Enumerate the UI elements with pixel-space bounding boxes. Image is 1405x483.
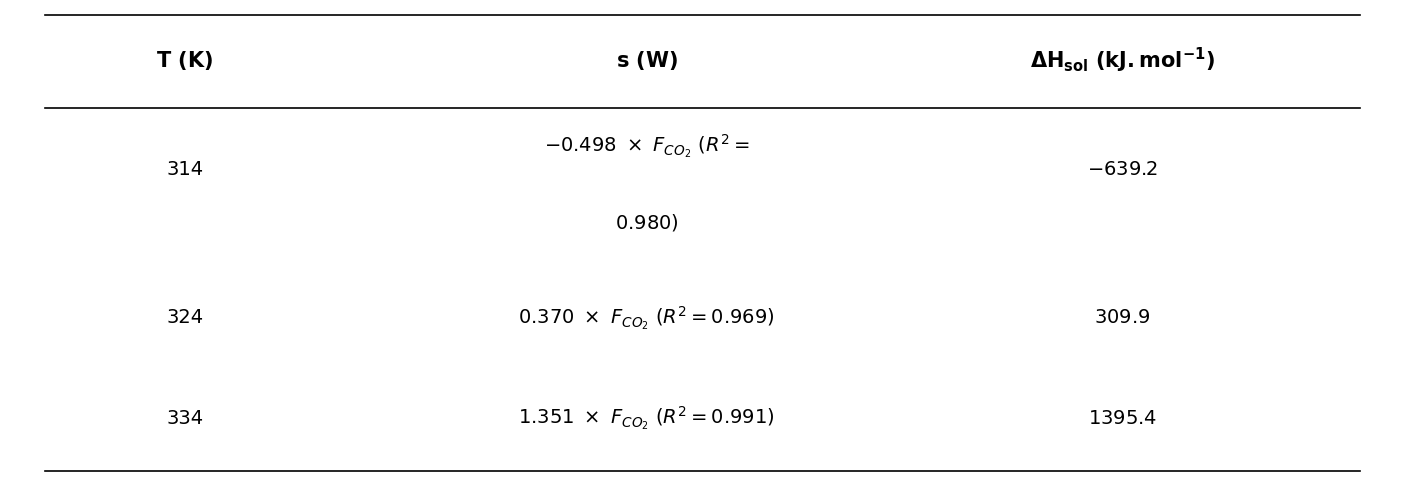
Text: 334: 334 bbox=[166, 409, 204, 427]
Text: $1395.4$: $1395.4$ bbox=[1087, 409, 1156, 427]
Text: 314: 314 bbox=[166, 160, 204, 179]
Text: $-0.498\ \times\ F_{CO_2}\ (R^2 =$: $-0.498\ \times\ F_{CO_2}\ (R^2 =$ bbox=[544, 132, 749, 160]
Text: $\mathbf{\Delta H_{sol}}$ $\mathbf{(kJ.mol^{-1})}$: $\mathbf{\Delta H_{sol}}$ $\mathbf{(kJ.m… bbox=[1030, 45, 1215, 75]
Text: $309.9$: $309.9$ bbox=[1094, 308, 1151, 327]
Text: 324: 324 bbox=[166, 308, 204, 327]
Text: $\mathbf{T}$ $\mathbf{(K)}$: $\mathbf{T}$ $\mathbf{(K)}$ bbox=[156, 49, 214, 71]
Text: $0.980)$: $0.980)$ bbox=[614, 212, 679, 233]
Text: $-639.2$: $-639.2$ bbox=[1087, 160, 1158, 179]
Text: $1.351\ \times\ F_{CO_2}\ (R^2 = 0.991)$: $1.351\ \times\ F_{CO_2}\ (R^2 = 0.991)$ bbox=[518, 404, 776, 432]
Text: $\mathbf{s}$ $\mathbf{(W)}$: $\mathbf{s}$ $\mathbf{(W)}$ bbox=[615, 49, 677, 71]
Text: $0.370\ \times\ F_{CO_2}\ (R^2 = 0.969)$: $0.370\ \times\ F_{CO_2}\ (R^2 = 0.969)$ bbox=[518, 304, 776, 332]
